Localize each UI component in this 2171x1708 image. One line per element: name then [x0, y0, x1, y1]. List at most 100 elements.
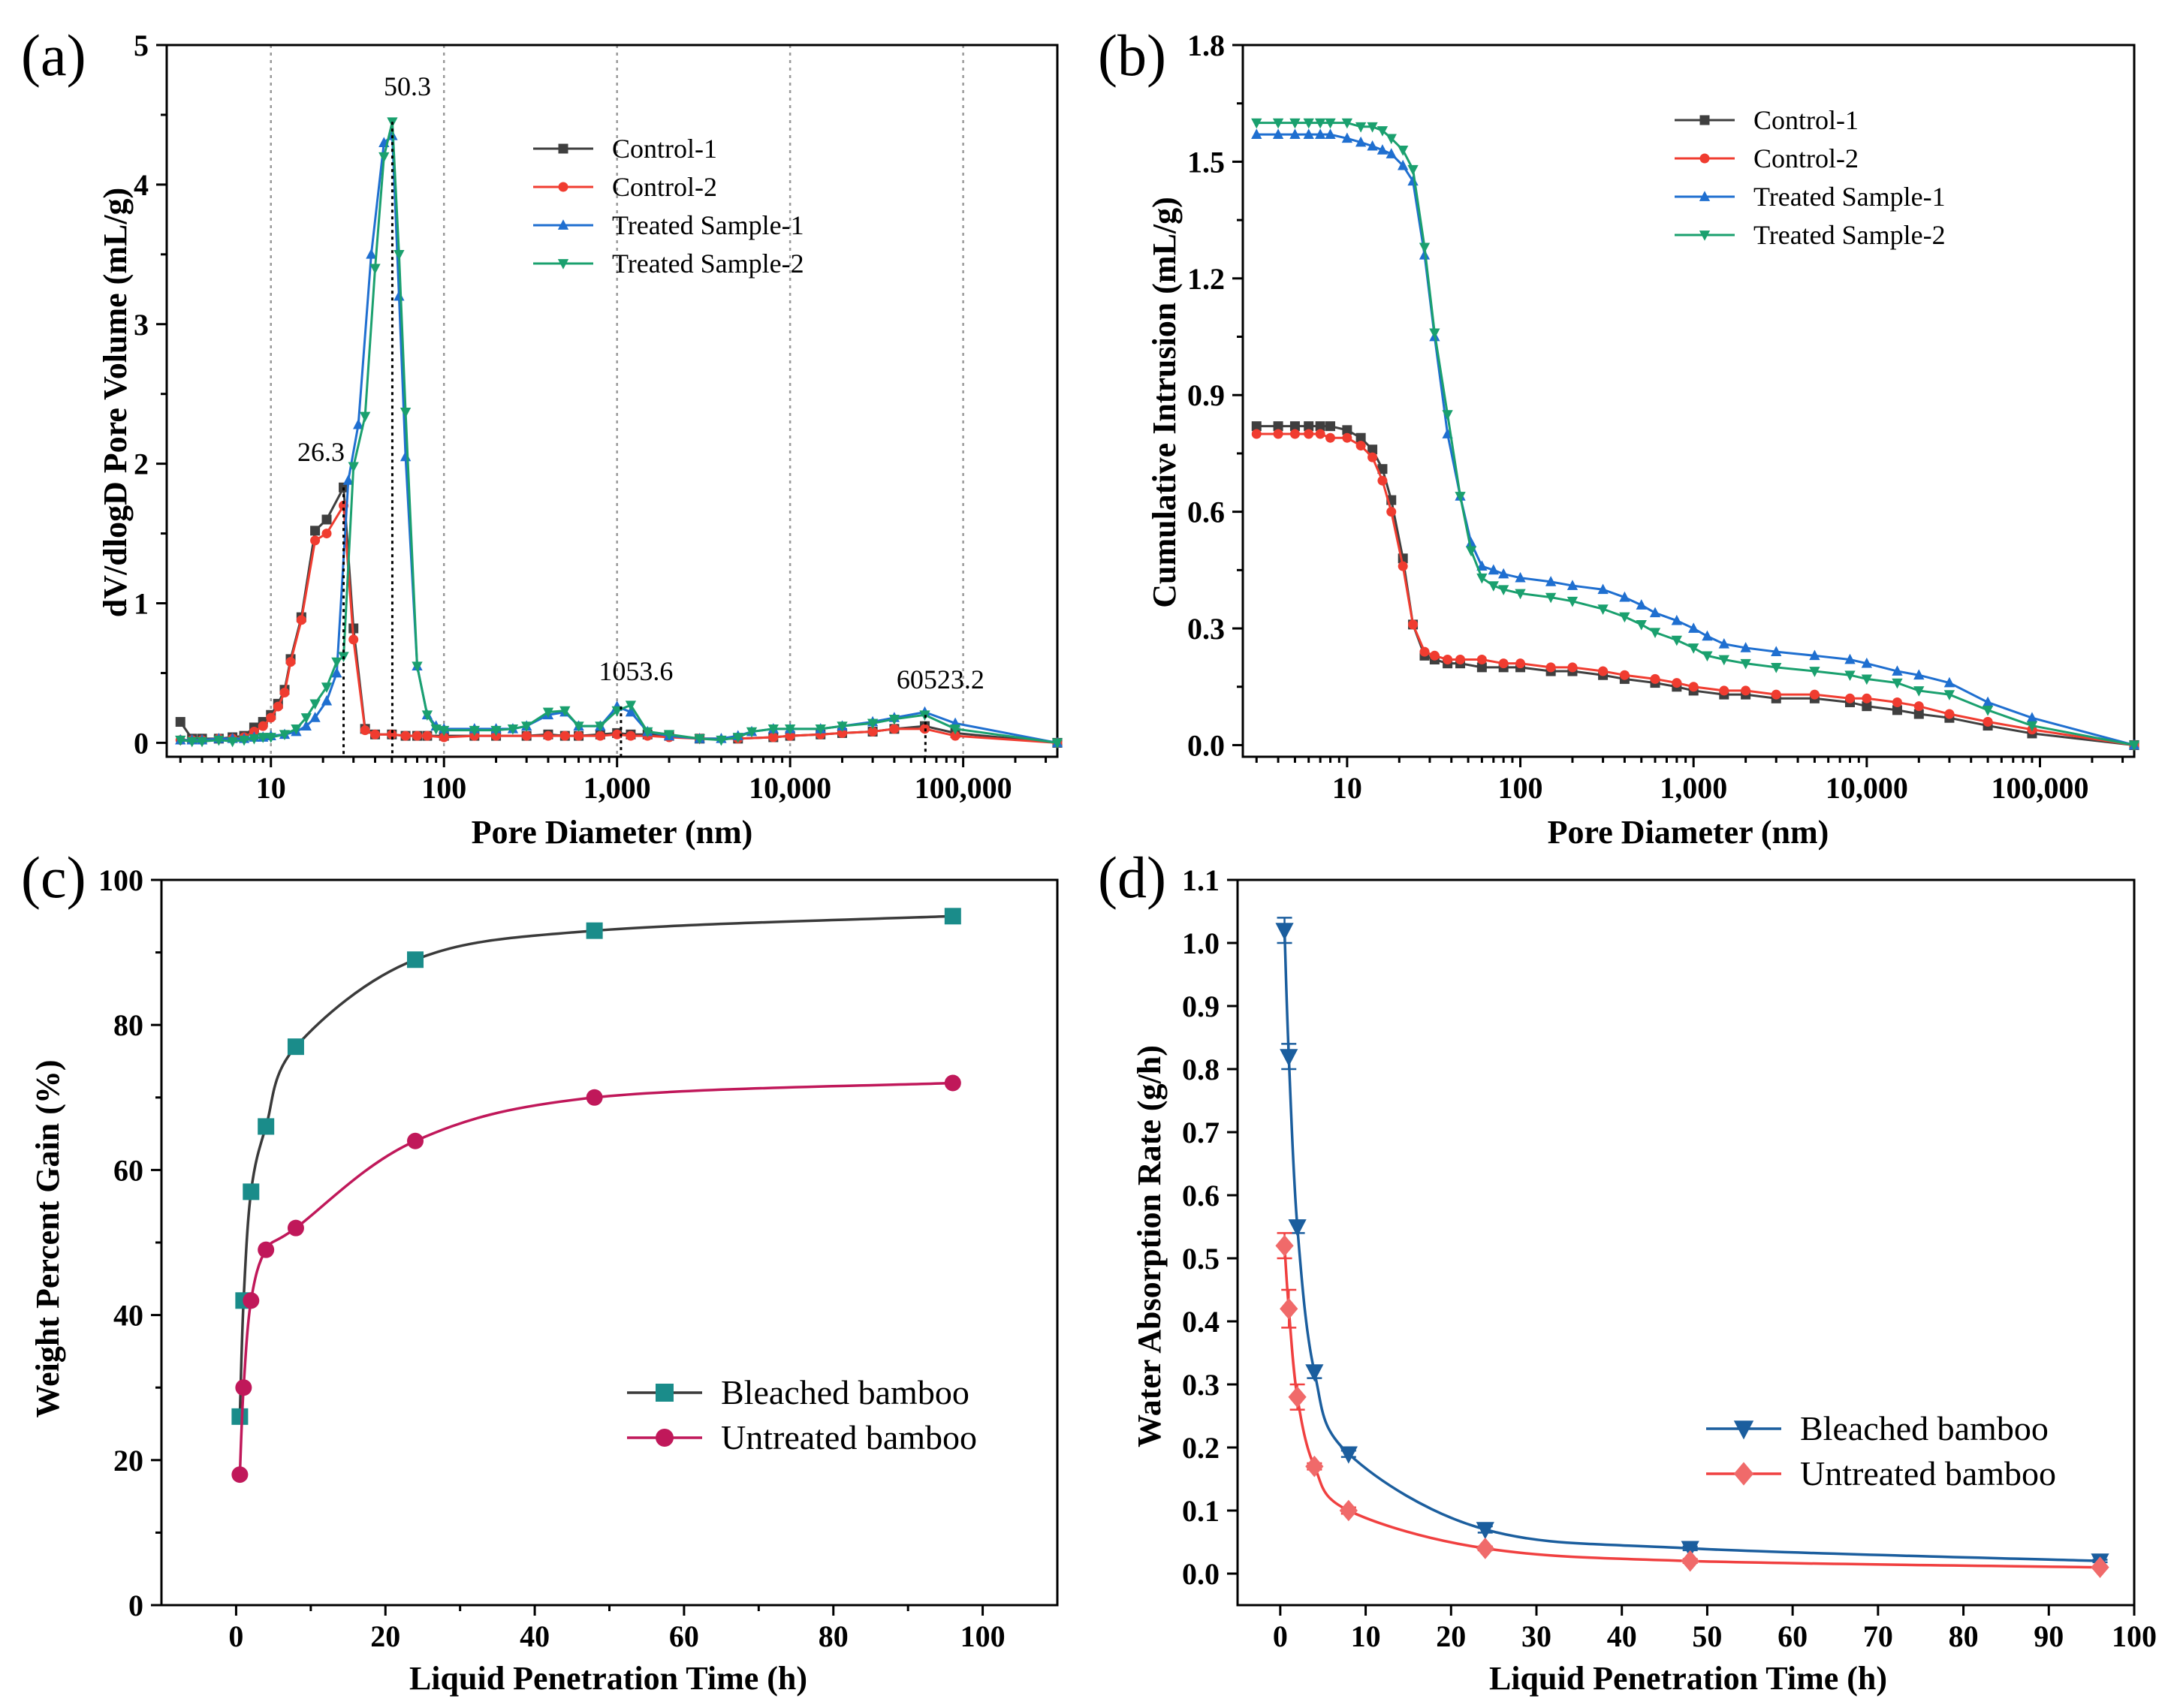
panel-c-y-tick-label-1: 20 — [113, 1444, 143, 1478]
panel-a-series-1-point-8 — [266, 712, 276, 723]
panel-b-series-1-point-28 — [1741, 685, 1751, 696]
panel-b-series-1-point-16 — [1455, 654, 1466, 664]
panel-b-series-3-point-21 — [1515, 589, 1526, 600]
panel-b-series-2-point-41 — [2026, 712, 2038, 723]
panel-a-series-2-point-16 — [353, 418, 364, 429]
panel-a-series-3-point-34 — [595, 721, 606, 732]
panel-d-x-tick-label-0: 0 — [1273, 1619, 1288, 1653]
panel-b-series-2-point-35 — [1844, 653, 1856, 664]
panel-a-label: (a) — [21, 23, 86, 88]
panel-b-legend-label-1: Control-2 — [1753, 143, 1859, 173]
panel-b-series-0-line — [1256, 425, 2135, 746]
panel-c-series-0-point-5 — [407, 951, 424, 968]
panel-b-series-3-point-29 — [1688, 643, 1699, 654]
panel-a-legend-label-0: Control-1 — [612, 134, 717, 164]
panel-b-series-1-point-0 — [1251, 429, 1262, 439]
panel-b-series-0-point-33 — [1892, 705, 1902, 715]
panel-d-legend-label-1: Untreated bamboo — [1800, 1454, 2056, 1493]
panel-b-series-0-point-6 — [1342, 425, 1352, 435]
panel-a-series-3-point-38 — [663, 730, 675, 741]
panel-b-legend-marker-3 — [1699, 230, 1711, 241]
panel-d-y-tick-label-10: 1.0 — [1182, 926, 1220, 960]
panel-d-y-tick-label-3: 0.3 — [1182, 1368, 1220, 1402]
panel-b-legend-label-2: Treated Sample-1 — [1753, 182, 1946, 212]
panel-a-x-tick-label-4: 100,000 — [915, 771, 1012, 805]
panel-b-series-1-point-10 — [1386, 507, 1397, 517]
panel-b-series-3-point-36 — [1861, 674, 1872, 685]
panel-b-series-2-point-8 — [1367, 140, 1378, 151]
panel-b-series-3-point-19 — [1488, 581, 1499, 592]
panel-b-series-3-point-37 — [1892, 678, 1903, 689]
panel-d-y-tick-label-6: 0.6 — [1182, 1179, 1220, 1212]
panel-a-series-3-point-47 — [867, 718, 879, 730]
panel-b-legend-label-3: Treated Sample-2 — [1753, 220, 1946, 250]
panel-b-series-1-point-17 — [1476, 654, 1487, 664]
panel-b-series-2-point-26 — [1636, 599, 1647, 610]
panel-d: (d) Liquid Penetration Time (h) Water Ab… — [1098, 845, 2157, 1697]
panel-c-y-tick-label-4: 80 — [113, 1008, 143, 1042]
panel-b-series-2-point-21 — [1515, 571, 1526, 583]
panel-d-series-1-point-6 — [1681, 1550, 1699, 1572]
panel-b-series-3-point-1 — [1272, 118, 1284, 129]
panel-a-series-1-point-16 — [348, 634, 359, 645]
panel-b-series-3-point-3 — [1303, 118, 1314, 129]
panel-a-series-2-point-13 — [321, 694, 333, 706]
panel-d-y-tick-label-11: 1.1 — [1182, 863, 1220, 897]
panel-b-plot-frame — [1241, 44, 2136, 758]
panel-d-x-tick-label-7: 70 — [1863, 1619, 1893, 1653]
panel-b-series-1-point-35 — [1944, 709, 1955, 719]
panel-a-y-axis-title: dV/dlogD Pore Volume (mL/g) — [97, 188, 134, 617]
panel-b-series-2-point-38 — [1913, 669, 1925, 680]
panel-c-series-1-point-4 — [287, 1219, 304, 1237]
panel-b-series-1-point-14 — [1429, 650, 1440, 661]
panel-a-legend-marker-2 — [557, 219, 569, 230]
panel-b-series-3-point-28 — [1671, 635, 1682, 646]
panel-a-series-1-point-12 — [296, 615, 306, 625]
panel-d-y-tick-label-9: 0.9 — [1182, 990, 1220, 1023]
panel-d-plot-frame — [1236, 878, 2136, 1607]
panel-b-series-3-point-18 — [1476, 573, 1488, 584]
panel-a-series-1-point-44 — [950, 730, 960, 741]
panel-a-series-3-point-44 — [784, 724, 796, 735]
panel-b-y-tick-label-4: 1.2 — [1187, 262, 1225, 296]
panel-b-series-2-point-28 — [1671, 614, 1682, 625]
panel-d-series-0-point-1 — [1280, 1049, 1298, 1067]
panel-c-series-0-point-3 — [258, 1118, 275, 1135]
panel-b-x-axis-title: Pore Diameter (nm) — [1548, 814, 1829, 851]
panel-b-x-tick-label-2: 1,000 — [1660, 771, 1727, 805]
panel-b-y-tick-label-3: 0.9 — [1187, 378, 1225, 412]
panel-b-series-1-point-31 — [1844, 693, 1855, 703]
panel-b-series-3-point-35 — [1844, 670, 1856, 682]
panel-d-series-0-point-4 — [1339, 1446, 1358, 1464]
panel-b-series-3-point-2 — [1289, 118, 1301, 129]
panel-a-y-tick-label-0: 0 — [134, 726, 149, 760]
panel-d-x-tick-label-6: 60 — [1778, 1619, 1808, 1653]
panel-b-series-1-point-33 — [1892, 697, 1902, 707]
panel-a-series-3-point-46 — [837, 721, 848, 732]
panel-a-series-3-point-35 — [611, 706, 623, 717]
panel-d-x-tick-label-1: 10 — [1351, 1619, 1381, 1653]
panel-b: (b) Pore Diameter (nm) Cumulative Intrus… — [1098, 23, 2140, 851]
panel-c-plot-frame — [160, 878, 1059, 1607]
panel-a-series-3-point-30 — [521, 721, 532, 732]
panel-b-series-3-point-9 — [1376, 126, 1389, 137]
panel-a-x-tick-label-1: 100 — [421, 771, 466, 805]
panel-c-series-1-point-2 — [243, 1292, 260, 1309]
panel-b-series-3-point-39 — [1943, 690, 1955, 700]
panel-d-series-1-point-4 — [1339, 1499, 1358, 1522]
panel-d-series-1-point-2 — [1288, 1386, 1307, 1408]
panel-b-series-0-point-2 — [1289, 421, 1300, 432]
panel-b-series-0-point-7 — [1355, 432, 1366, 443]
panel-b-legend-marker-2 — [1699, 191, 1711, 201]
panel-c-x-tick-label-4: 80 — [819, 1619, 849, 1653]
panel-b-series-0-point-4 — [1315, 421, 1325, 432]
panel-b-series-3-point-31 — [1718, 655, 1729, 666]
panel-d-series-1-point-3 — [1305, 1455, 1324, 1478]
panel-b-series-2-point-3 — [1303, 128, 1314, 139]
panel-b-series-1-point-15 — [1443, 654, 1453, 664]
panel-a-series-3-point-24 — [421, 710, 433, 721]
panel-d-x-tick-label-3: 30 — [1521, 1619, 1551, 1653]
panel-b-series-3-point-23 — [1566, 596, 1578, 607]
panel-a-series-3-point-21 — [393, 249, 405, 261]
panel-a-series-1-point-28 — [559, 730, 570, 741]
